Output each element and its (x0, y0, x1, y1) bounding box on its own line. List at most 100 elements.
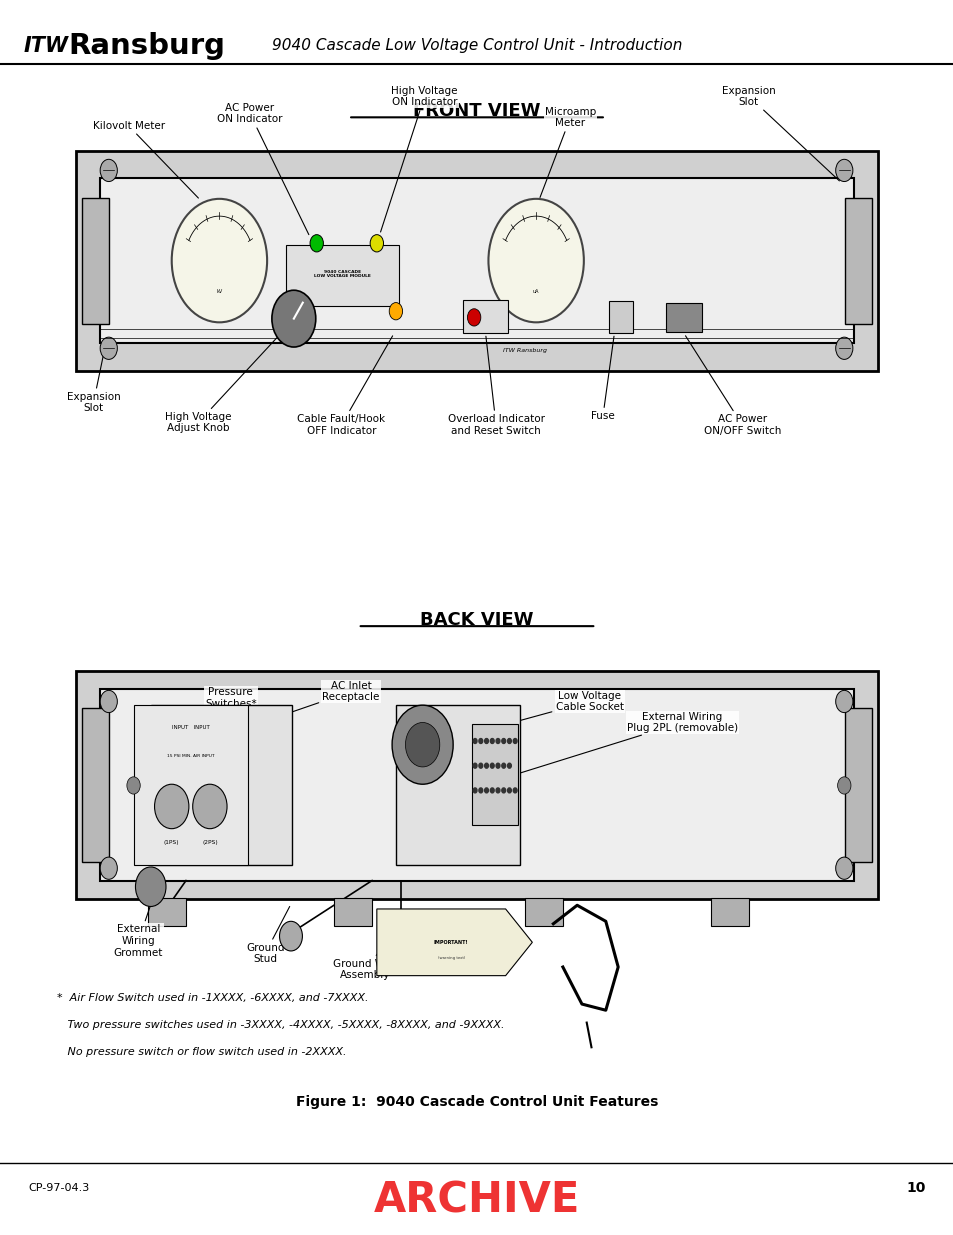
Text: 15 PSI MIN. AIR INPUT: 15 PSI MIN. AIR INPUT (167, 755, 214, 758)
FancyBboxPatch shape (151, 705, 292, 864)
Text: Ransburg: Ransburg (69, 32, 226, 59)
FancyBboxPatch shape (76, 151, 877, 370)
FancyBboxPatch shape (608, 301, 633, 333)
FancyBboxPatch shape (462, 300, 508, 333)
Text: Expansion
Slot: Expansion Slot (67, 341, 120, 414)
FancyBboxPatch shape (665, 303, 701, 332)
FancyBboxPatch shape (76, 671, 877, 899)
Circle shape (496, 739, 499, 743)
Text: AC Power
ON/OFF Switch: AC Power ON/OFF Switch (685, 336, 781, 436)
FancyBboxPatch shape (133, 705, 248, 864)
Text: Ground
Stud: Ground Stud (246, 906, 290, 965)
Text: ITW Ransburg: ITW Ransburg (502, 348, 546, 353)
Circle shape (478, 788, 482, 793)
Text: (1PS): (1PS) (164, 840, 179, 845)
FancyBboxPatch shape (82, 708, 109, 862)
Text: Figure 1:  9040 Cascade Control Unit Features: Figure 1: 9040 Cascade Control Unit Feat… (295, 1094, 658, 1109)
Text: CP-97-04.3: CP-97-04.3 (29, 1183, 90, 1193)
Text: Overload Indicator
and Reset Switch: Overload Indicator and Reset Switch (447, 336, 544, 436)
FancyBboxPatch shape (472, 724, 517, 825)
Circle shape (478, 739, 482, 743)
Circle shape (835, 857, 852, 879)
FancyBboxPatch shape (844, 198, 871, 324)
Circle shape (310, 235, 323, 252)
Circle shape (392, 705, 453, 784)
Circle shape (100, 857, 117, 879)
Text: Pressure
Switches*: Pressure Switches* (205, 687, 256, 763)
Circle shape (837, 777, 850, 794)
Text: Fuse: Fuse (591, 336, 614, 421)
Text: AC Power
ON Indicator: AC Power ON Indicator (217, 103, 309, 235)
Circle shape (484, 763, 488, 768)
Text: INPUT   INPUT: INPUT INPUT (172, 725, 210, 730)
Text: ARCHIVE: ARCHIVE (374, 1179, 579, 1221)
FancyBboxPatch shape (334, 898, 372, 926)
Circle shape (100, 159, 117, 182)
Circle shape (370, 235, 383, 252)
FancyBboxPatch shape (286, 245, 398, 306)
Text: Expansion
Slot: Expansion Slot (721, 85, 839, 180)
Circle shape (513, 739, 517, 743)
FancyBboxPatch shape (395, 705, 519, 864)
Circle shape (507, 739, 511, 743)
FancyBboxPatch shape (844, 708, 871, 862)
Text: FRONT VIEW: FRONT VIEW (413, 103, 540, 120)
FancyBboxPatch shape (148, 898, 186, 926)
Circle shape (172, 199, 267, 322)
Circle shape (154, 784, 189, 829)
Circle shape (496, 788, 499, 793)
Circle shape (135, 867, 166, 906)
Text: Low Voltage
Cable Socket: Low Voltage Cable Socket (425, 690, 623, 746)
Text: ITW: ITW (24, 36, 69, 56)
Circle shape (501, 763, 505, 768)
Circle shape (835, 159, 852, 182)
Circle shape (279, 921, 302, 951)
Text: 9040 Cascade Low Voltage Control Unit - Introduction: 9040 Cascade Low Voltage Control Unit - … (272, 38, 681, 53)
Circle shape (490, 763, 494, 768)
Circle shape (513, 788, 517, 793)
Circle shape (501, 739, 505, 743)
Text: Ground Wire
Assembly: Ground Wire Assembly (333, 926, 398, 981)
FancyBboxPatch shape (524, 898, 562, 926)
Circle shape (389, 303, 402, 320)
Circle shape (100, 690, 117, 713)
Circle shape (100, 337, 117, 359)
Circle shape (484, 739, 488, 743)
FancyBboxPatch shape (710, 898, 748, 926)
FancyBboxPatch shape (82, 198, 109, 324)
Text: External
Wiring
Grommet: External Wiring Grommet (113, 902, 163, 957)
Circle shape (835, 337, 852, 359)
Text: (2PS): (2PS) (202, 840, 217, 845)
Circle shape (272, 290, 315, 347)
Circle shape (484, 788, 488, 793)
Circle shape (501, 788, 505, 793)
Polygon shape (376, 909, 532, 976)
Circle shape (473, 788, 476, 793)
Text: kV: kV (216, 289, 222, 294)
Circle shape (496, 763, 499, 768)
Text: BACK VIEW: BACK VIEW (420, 611, 533, 629)
Circle shape (490, 739, 494, 743)
Text: (warning text): (warning text) (437, 956, 464, 961)
Circle shape (473, 763, 476, 768)
Circle shape (467, 309, 480, 326)
Text: Cable Fault/Hook
OFF Indicator: Cable Fault/Hook OFF Indicator (297, 336, 393, 436)
Circle shape (405, 722, 439, 767)
Circle shape (488, 199, 583, 322)
Text: *  Air Flow Switch used in -1XXXX, -6XXXX, and -7XXXX.: * Air Flow Switch used in -1XXXX, -6XXXX… (57, 993, 369, 1003)
Text: High Voltage
ON Indicator: High Voltage ON Indicator (380, 85, 457, 232)
Text: AC Inlet
Receptacle: AC Inlet Receptacle (174, 680, 379, 752)
Text: Kilovolt Meter: Kilovolt Meter (92, 121, 198, 198)
Circle shape (478, 763, 482, 768)
Text: High Voltage
Adjust Knob: High Voltage Adjust Knob (165, 338, 276, 433)
Circle shape (127, 777, 140, 794)
Text: 10: 10 (905, 1181, 924, 1195)
Circle shape (507, 763, 511, 768)
FancyBboxPatch shape (100, 178, 853, 343)
Text: 9040 CASCADE
LOW VOLTAGE MODULE: 9040 CASCADE LOW VOLTAGE MODULE (314, 270, 371, 278)
Text: Two pressure switches used in -3XXXX, -4XXXX, -5XXXX, -8XXXX, and -9XXXX.: Two pressure switches used in -3XXXX, -4… (57, 1020, 504, 1030)
Circle shape (835, 690, 852, 713)
Text: No pressure switch or flow switch used in -2XXXX.: No pressure switch or flow switch used i… (57, 1047, 346, 1057)
Text: uA: uA (533, 289, 538, 294)
Circle shape (490, 788, 494, 793)
